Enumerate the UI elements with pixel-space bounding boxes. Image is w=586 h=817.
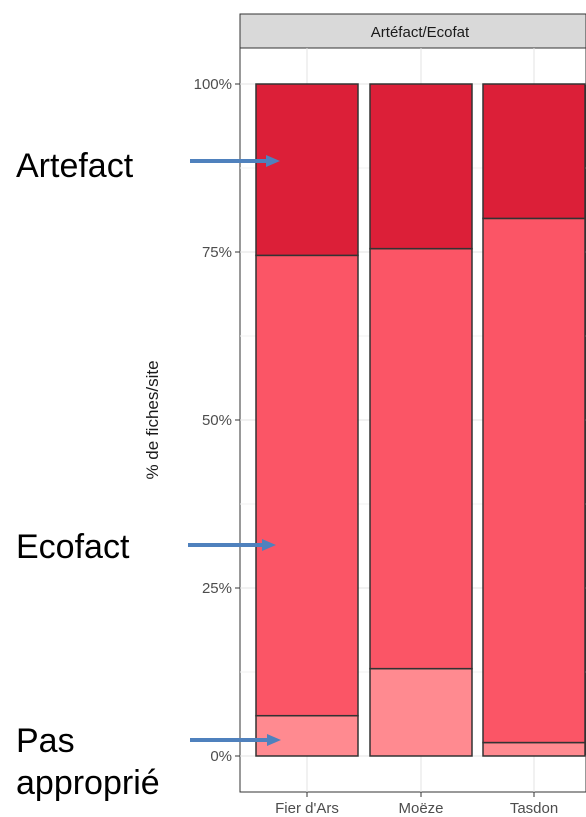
- bar-segment-artefact: [369, 83, 473, 250]
- x-tick-label: Moëze: [398, 800, 443, 817]
- arrow-head: [266, 155, 280, 167]
- annotation-pas: Pas approprié: [16, 722, 281, 802]
- annotation-ecofact: Ecofact: [16, 528, 276, 566]
- bar-segment-pas: [482, 741, 586, 757]
- facet-strip: [239, 13, 586, 49]
- y-tick-label: 100%: [194, 76, 232, 93]
- bar-segment-ecofact: [369, 247, 473, 670]
- bar-segment-pas: [255, 714, 359, 757]
- bar-segment-ecofact: [255, 254, 359, 717]
- facet-label: Artéfact/Ecofat: [371, 24, 470, 41]
- y-tick-label: 50%: [202, 412, 232, 429]
- bar-segment-artefact: [482, 83, 586, 220]
- y-tick-label: 0%: [210, 748, 232, 765]
- y-tick-label: 75%: [202, 244, 232, 261]
- arrow-head: [267, 734, 281, 746]
- x-tick-label: Fier d'Ars: [275, 800, 339, 817]
- bar-segment-pas: [369, 667, 473, 757]
- axes: 0% 25% 50% 75% 100% Fier d'Ars Moëze Tasdon: [194, 76, 559, 817]
- bar-segment-artefact: [255, 83, 359, 257]
- annotation-artefact: Artefact: [16, 147, 280, 185]
- x-tick-label: Tasdon: [510, 800, 558, 817]
- arrow-head: [262, 539, 276, 551]
- y-axis-title: % de fiches/site: [143, 360, 162, 479]
- annotation-label: Artefact: [16, 147, 134, 185]
- annotation-label: Pas: [16, 722, 75, 760]
- annotations: Artefact Ecofact Pas approprié: [16, 147, 281, 802]
- bar-segment-ecofact: [482, 217, 586, 744]
- annotation-label: Ecofact: [16, 528, 130, 566]
- y-tick-label: 25%: [202, 580, 232, 597]
- bars: [255, 83, 586, 757]
- annotation-label: approprié: [16, 764, 160, 802]
